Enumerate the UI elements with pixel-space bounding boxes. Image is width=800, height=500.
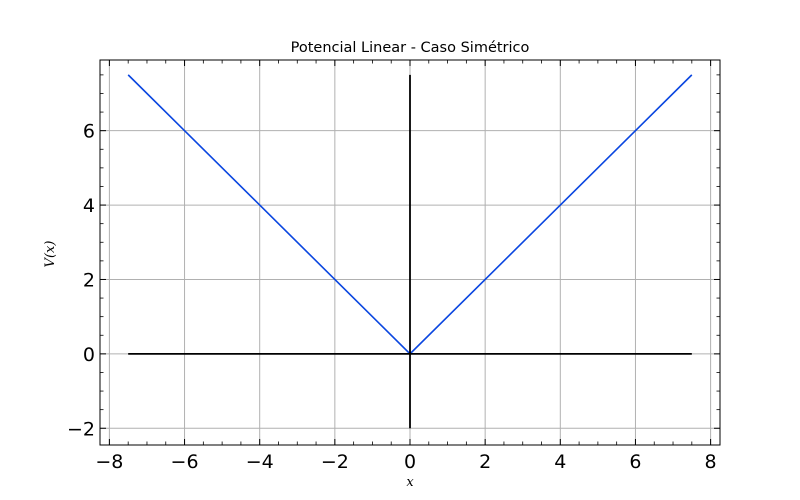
y-axis-label: V(x)	[43, 241, 58, 268]
x-tick-label: 4	[554, 451, 566, 473]
x-tick-label: 8	[705, 451, 717, 473]
x-tick-label: −6	[171, 451, 199, 473]
x-tick-label: −4	[246, 451, 274, 473]
chart-title: Potencial Linear - Caso Simétrico	[291, 40, 530, 56]
y-tick-label: −2	[67, 418, 95, 440]
x-tick-label: 6	[629, 451, 641, 473]
x-axis-label: x	[406, 475, 414, 490]
y-tick-label: 6	[83, 121, 95, 143]
x-tick-label: 2	[479, 451, 491, 473]
y-tick-label: 4	[83, 195, 95, 217]
series-layer	[127, 74, 693, 429]
y-tick-label: 2	[83, 269, 95, 291]
x-tick-label: 0	[404, 451, 416, 473]
ticks: −8 −6 −4 −2 0 2 4 6 8 −2 0 2 4 6	[67, 60, 720, 473]
x-tick-label: −8	[95, 451, 123, 473]
x-tick-label: −2	[321, 451, 349, 473]
y-tick-label: 0	[83, 344, 95, 366]
